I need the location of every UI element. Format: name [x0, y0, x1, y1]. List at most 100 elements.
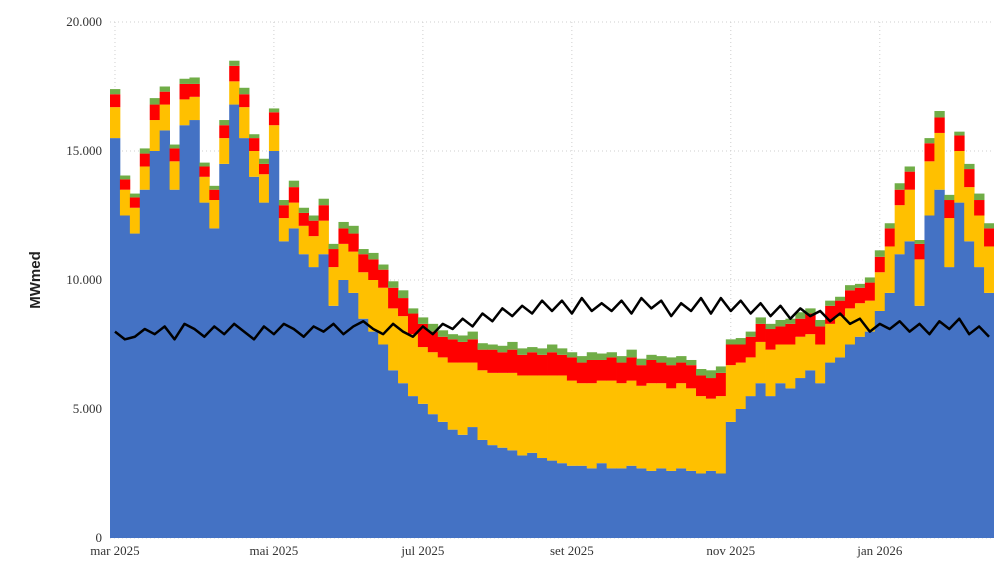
bar-segment	[388, 370, 399, 538]
bar-segment	[596, 380, 608, 464]
bar-segment	[487, 349, 498, 373]
bar-segment	[278, 205, 290, 219]
bar-segment	[110, 89, 121, 95]
bar-segment	[447, 339, 459, 363]
bar-segment	[944, 200, 955, 219]
bar-segment	[139, 189, 151, 538]
bar-segment	[308, 267, 319, 538]
bar-segment	[348, 292, 359, 538]
bar-segment	[775, 344, 786, 384]
bar-segment	[268, 151, 280, 538]
y-axis-title: MWmed	[27, 251, 44, 309]
bar-segment	[874, 250, 886, 257]
bar-segment	[437, 336, 449, 358]
bar-segment	[288, 228, 300, 538]
bar-segment	[219, 163, 230, 538]
bar-segment	[566, 465, 578, 538]
bar-segment	[795, 378, 806, 538]
bar-segment	[606, 468, 617, 538]
bar-segment	[467, 362, 478, 428]
bar-segment	[338, 221, 349, 229]
bar-segment	[765, 323, 776, 330]
bar-segment	[835, 316, 846, 358]
bar-segment	[487, 445, 498, 538]
bar-segment	[209, 189, 220, 201]
bar-segment	[417, 403, 429, 538]
bar-segment	[308, 220, 319, 237]
bar-segment	[407, 308, 419, 314]
bar-segment	[696, 396, 707, 474]
bar-segment	[556, 463, 568, 538]
bar-segment	[696, 375, 707, 397]
y-tick-label: 10.000	[66, 272, 102, 287]
bar-segment	[984, 223, 994, 229]
bar-segment	[894, 254, 906, 538]
bar-segment	[358, 318, 369, 538]
bar-segment	[348, 233, 359, 252]
bar-segment	[368, 280, 379, 332]
bar-segment	[586, 383, 598, 469]
bar-segment	[934, 189, 945, 538]
bar-segment	[527, 375, 538, 453]
bar-segment	[815, 326, 826, 345]
bar-segment	[934, 111, 945, 118]
bar-segment	[537, 375, 548, 459]
bar-segment	[636, 358, 647, 366]
bar-segment	[497, 352, 508, 373]
bar-segment	[835, 357, 846, 538]
bar-segment	[110, 138, 121, 538]
bar-segment	[278, 218, 290, 242]
bar-segment	[407, 396, 419, 538]
bar-segment	[954, 151, 965, 203]
bar-segment	[835, 300, 846, 317]
bar-segment	[249, 134, 260, 139]
bar-segment	[507, 341, 518, 350]
bar-segment	[139, 148, 151, 154]
bar-segment	[914, 240, 925, 244]
bar-segment	[775, 383, 786, 538]
bar-segment	[268, 108, 280, 113]
y-tick-label: 0	[96, 530, 103, 545]
bar-segment	[378, 264, 389, 270]
bar-segment	[129, 197, 141, 208]
bar-segment	[755, 383, 766, 538]
bar-segment	[864, 277, 876, 283]
bar-segment	[636, 385, 647, 469]
bar-segment	[944, 218, 955, 268]
bar-segment	[477, 439, 488, 538]
bar-segment	[964, 163, 975, 170]
bar-segment	[745, 336, 757, 358]
bar-segment	[258, 158, 270, 164]
x-tick-label: jul 2025	[400, 543, 444, 558]
bar-segment	[656, 356, 667, 363]
bar-segment	[785, 388, 796, 538]
bar-segment	[854, 287, 866, 304]
bar-segment	[258, 202, 270, 538]
bar-segment	[298, 254, 310, 538]
bar-segment	[924, 161, 935, 216]
bar-segment	[864, 331, 876, 538]
bar-segment	[576, 362, 588, 384]
bar-segment	[278, 200, 290, 206]
bar-segment	[348, 225, 359, 234]
bar-segment	[705, 370, 717, 379]
bar-segment	[884, 223, 896, 229]
bar-segment	[656, 383, 667, 469]
bar-segment	[884, 292, 896, 538]
bar-segment	[189, 96, 200, 121]
bar-segment	[318, 254, 329, 538]
bar-segment	[666, 365, 677, 389]
bar-segment	[845, 308, 856, 345]
bar-segment	[705, 398, 717, 471]
bar-segment	[477, 343, 488, 350]
bar-segment	[129, 193, 141, 198]
bar-segment	[596, 353, 608, 360]
bar-segment	[129, 233, 141, 538]
bar-segment	[815, 319, 826, 327]
bar-segment	[119, 175, 131, 180]
bar-segment	[616, 468, 627, 538]
bar-segment	[696, 473, 707, 538]
bar-segment	[149, 120, 161, 151]
bar-segment	[825, 300, 836, 306]
bar-segment	[487, 344, 498, 350]
